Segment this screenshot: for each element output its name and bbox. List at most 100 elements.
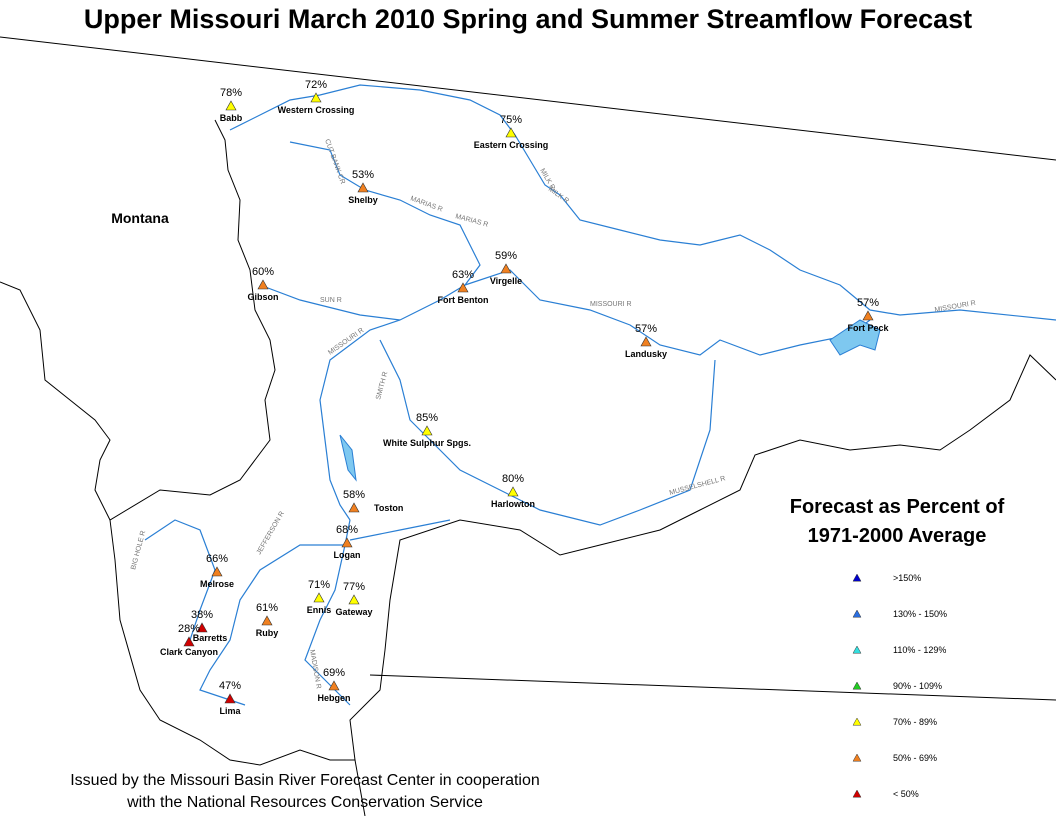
- legend-label: 70% - 89%: [893, 717, 937, 727]
- station-marker: [183, 636, 195, 647]
- station-name: Hebgen: [317, 693, 350, 703]
- station-name: Lima: [219, 706, 241, 716]
- station-percent: 58%: [343, 489, 365, 501]
- station-name: Fort Peck: [847, 323, 889, 333]
- station-marker: [313, 592, 325, 603]
- legend-marker: [852, 645, 862, 654]
- station-name: Western Crossing: [278, 105, 355, 115]
- station-name: Logan: [334, 550, 361, 560]
- river-label: SMITH R: [375, 371, 389, 401]
- river-label: MILK R: [547, 186, 570, 205]
- state-border: [354, 674, 1056, 816]
- station-percent: 53%: [352, 169, 374, 181]
- station-name: Gibson: [248, 292, 279, 302]
- station-marker: [640, 336, 652, 347]
- river-label: MUSSELSHELL R: [669, 475, 727, 497]
- station-marker: [862, 310, 874, 321]
- smith-musselshell: [379, 339, 716, 526]
- station-percent: 28%: [178, 623, 200, 635]
- station-percent: 72%: [305, 79, 327, 91]
- river-label: MISSOURI R: [934, 300, 976, 314]
- station-marker: [357, 182, 369, 193]
- station-name: Ruby: [256, 628, 279, 638]
- station-name: White Sulphur Spgs.: [383, 438, 471, 448]
- station-percent: 60%: [252, 266, 274, 278]
- station-percent: 57%: [857, 297, 879, 309]
- station-name: Toston: [374, 503, 403, 513]
- station-marker: [225, 100, 237, 111]
- river-label: MADISON R: [308, 649, 322, 689]
- station-name: Ennis: [307, 605, 332, 615]
- station-name: Clark Canyon: [160, 647, 218, 657]
- legend-label: 90% - 109%: [893, 681, 942, 691]
- river-label: MISSOURI R: [327, 327, 365, 357]
- legend-label: 50% - 69%: [893, 753, 937, 763]
- station-marker: [348, 594, 360, 605]
- station-percent: 78%: [220, 87, 242, 99]
- station-percent: 85%: [416, 412, 438, 424]
- legend-label: >150%: [893, 573, 921, 583]
- legend: Forecast as Percent of 1971-2000 Average >…: [790, 496, 1005, 799]
- station-name: Eastern Crossing: [474, 140, 549, 150]
- station-marker: [261, 615, 273, 626]
- station-percent: 69%: [323, 667, 345, 679]
- station-marker: [348, 502, 360, 513]
- station-marker: [500, 263, 512, 274]
- station-percent: 71%: [308, 579, 330, 591]
- stations: 78% Babb 72% Western Crossing 75% Eastern Cro…: [160, 79, 890, 716]
- milk-river: [229, 84, 1056, 321]
- reservoir: [339, 319, 881, 482]
- station-percent: 80%: [502, 473, 524, 485]
- station-name: Virgelle: [490, 276, 522, 286]
- river-label: MARIAS R: [409, 195, 443, 213]
- footer: with the National Resources Conservation…: [126, 794, 483, 811]
- river-label: CUT BANK CR: [323, 138, 346, 185]
- legend-marker: [852, 753, 862, 762]
- marias-missouri: [289, 141, 481, 521]
- station-name: Barretts: [193, 633, 228, 643]
- station-marker: [328, 680, 340, 691]
- station-percent: 61%: [256, 602, 278, 614]
- legend-marker: [852, 681, 862, 690]
- station-name: Melrose: [200, 579, 234, 589]
- missouri-river: [464, 269, 871, 356]
- legend-label: 130% - 150%: [893, 609, 947, 619]
- station-percent: 63%: [452, 269, 474, 281]
- station-marker: [196, 622, 208, 633]
- station-marker: [507, 486, 519, 497]
- station-percent: 68%: [336, 524, 358, 536]
- station-marker: [310, 92, 322, 103]
- station-marker: [211, 566, 223, 577]
- canada-border: [0, 36, 1056, 161]
- station-marker: [457, 282, 469, 293]
- station-name: Babb: [220, 113, 243, 123]
- legend-title: Forecast as Percent of: [790, 496, 1005, 518]
- river-label: BIG HOLE R: [130, 530, 147, 571]
- legend-marker: [852, 609, 862, 618]
- station-marker: [421, 425, 433, 436]
- station-percent: 38%: [191, 609, 213, 621]
- station-marker: [341, 537, 353, 548]
- west-border: [0, 119, 276, 521]
- basin-border: [109, 354, 1056, 766]
- station-marker: [505, 127, 517, 138]
- station-name: Fort Benton: [438, 295, 489, 305]
- river-label: MISSOURI R: [590, 301, 632, 308]
- river-label: SUN R: [320, 297, 342, 304]
- river-label: MARIAS R: [454, 213, 489, 229]
- station-marker: [224, 693, 236, 704]
- station-percent: 75%: [500, 114, 522, 126]
- southwest-rivers: [144, 519, 451, 706]
- river-label: JEFFERSON R: [256, 510, 286, 556]
- legend-label: 110% - 129%: [893, 645, 946, 655]
- station-percent: 59%: [495, 250, 517, 262]
- station-percent: 77%: [343, 581, 365, 593]
- legend-title: 1971-2000 Average: [808, 525, 987, 547]
- station-name: Gateway: [335, 607, 372, 617]
- station-percent: 47%: [219, 680, 241, 692]
- station-name: Harlowton: [491, 499, 535, 509]
- station-percent: 66%: [206, 553, 228, 565]
- region-label: Montana: [111, 210, 169, 226]
- legend-label: < 50%: [893, 789, 919, 799]
